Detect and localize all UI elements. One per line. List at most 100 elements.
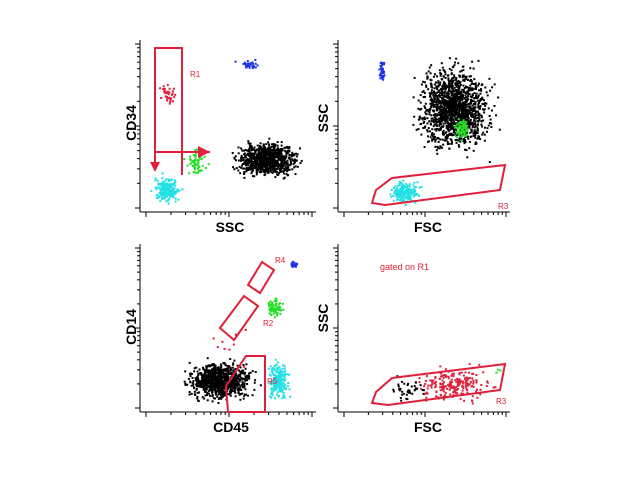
data-point-cyan xyxy=(165,183,168,185)
data-point-cyan xyxy=(283,375,286,378)
data-point-black xyxy=(277,154,279,157)
data-point-black xyxy=(233,381,236,384)
data-point-black xyxy=(264,156,267,159)
data-point-green xyxy=(461,125,464,128)
data-point-black xyxy=(263,155,266,157)
data-point-black xyxy=(263,144,266,147)
data-point-black xyxy=(218,384,220,387)
data-point-black xyxy=(207,386,210,389)
data-point-black xyxy=(255,166,258,169)
data-point-black xyxy=(412,96,415,99)
data-point-blue xyxy=(251,65,254,68)
data-point-black xyxy=(455,122,458,125)
data-point-black xyxy=(249,156,252,159)
data-point-black xyxy=(283,170,286,172)
data-point-red xyxy=(167,93,170,96)
data-point-green xyxy=(189,163,192,166)
data-point-black xyxy=(244,388,247,391)
data-point-black xyxy=(444,71,447,74)
data-point-black xyxy=(216,382,219,385)
data-point-black xyxy=(282,155,284,158)
data-point-black xyxy=(482,108,484,111)
data-point-red xyxy=(462,374,465,377)
data-point-black xyxy=(241,371,244,374)
data-point-black xyxy=(401,393,404,396)
data-point-black xyxy=(247,152,249,155)
data-point-black xyxy=(209,379,212,382)
data-point-black xyxy=(446,143,449,145)
data-point-black xyxy=(255,153,258,156)
data-point-cyan xyxy=(402,191,405,194)
data-point-black xyxy=(202,379,205,382)
data-point-black xyxy=(488,115,491,117)
data-point-black xyxy=(224,378,227,381)
data-point-black xyxy=(248,148,251,151)
data-point-black xyxy=(454,131,457,134)
data-point-black xyxy=(443,94,446,97)
gate-r1-arrowhead-right xyxy=(198,146,210,158)
data-point-cyan xyxy=(167,192,170,195)
data-point-black xyxy=(243,176,246,179)
data-point-black xyxy=(218,368,221,371)
data-point-cyan xyxy=(395,198,398,201)
data-point-black xyxy=(469,135,472,138)
data-point-black xyxy=(277,158,280,161)
data-point-cyan xyxy=(159,182,162,185)
data-point-black xyxy=(442,125,445,128)
data-point-cyan xyxy=(274,380,277,382)
data-point-black xyxy=(470,114,472,116)
data-point-black xyxy=(452,121,455,124)
data-point-red xyxy=(432,379,435,382)
data-point-black xyxy=(413,76,416,79)
data-point-blue xyxy=(380,68,383,71)
data-point-cyan xyxy=(401,183,404,186)
data-point-black xyxy=(448,107,451,110)
data-point-black xyxy=(446,97,449,100)
data-point-blue xyxy=(382,70,384,73)
data-point-green xyxy=(465,121,468,124)
data-point-green xyxy=(268,308,271,311)
data-point-red xyxy=(173,96,176,99)
data-point-cyan xyxy=(267,367,270,370)
data-point-cyan xyxy=(271,368,274,371)
data-point-cyan xyxy=(278,386,281,389)
data-point-black xyxy=(271,157,274,160)
x-axis-title-fsc-gated: FSC xyxy=(414,419,442,435)
data-point-cyan xyxy=(406,197,409,200)
data-point-black xyxy=(254,157,257,160)
gating-annotation: gated on R1 xyxy=(380,262,429,272)
data-point-cyan xyxy=(168,188,171,191)
data-point-red xyxy=(475,379,478,382)
data-point-green xyxy=(269,312,272,315)
data-point-black xyxy=(473,130,476,133)
data-point-black xyxy=(443,81,445,84)
data-point-black xyxy=(461,114,464,117)
data-point-black xyxy=(248,158,250,161)
data-point-black xyxy=(240,158,243,160)
data-point-black xyxy=(204,390,206,393)
data-point-black xyxy=(452,114,455,117)
scatter-panel-ssc-vs-fsc-gated-r1: R3 gated on R1 FSC SSC xyxy=(315,244,510,435)
data-point-black xyxy=(254,155,257,158)
data-point-black xyxy=(201,384,204,387)
data-point-cyan xyxy=(278,394,281,397)
data-point-black xyxy=(407,389,410,392)
data-point-black xyxy=(432,125,435,128)
data-point-black xyxy=(470,123,473,126)
data-point-black xyxy=(236,384,239,387)
data-point-red xyxy=(174,93,177,96)
data-point-black xyxy=(479,92,482,95)
data-point-black xyxy=(276,167,279,170)
data-point-black xyxy=(429,99,432,102)
data-point-black xyxy=(199,373,202,376)
data-point-red xyxy=(472,385,475,388)
data-point-black xyxy=(279,164,282,167)
data-point-black xyxy=(276,163,279,166)
data-point-red xyxy=(166,99,169,102)
data-point-black xyxy=(233,382,236,385)
data-point-black xyxy=(435,99,438,102)
data-point-black xyxy=(205,386,208,389)
data-point-red xyxy=(159,87,161,90)
data-point-cyan xyxy=(395,193,398,196)
data-point-black xyxy=(289,163,292,166)
